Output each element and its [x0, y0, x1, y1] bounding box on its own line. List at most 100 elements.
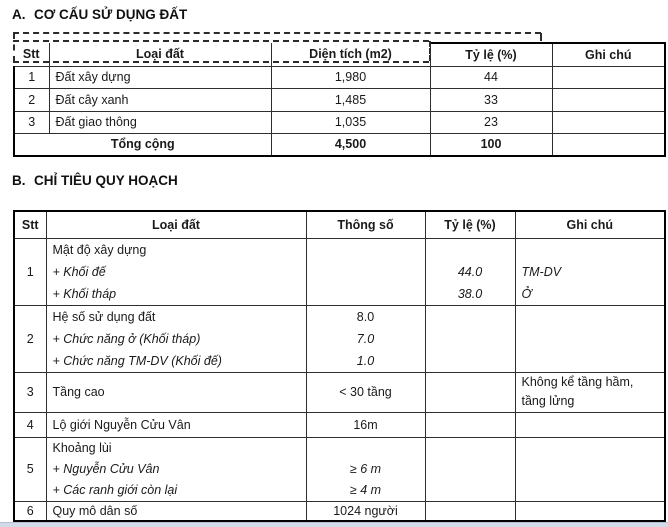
loai-dat-line: Khoảng lùi: [52, 440, 112, 455]
section-a-heading: CƠ CẤU SỬ DỤNG ĐẤT: [34, 7, 188, 22]
stt-cell: 2: [13, 304, 47, 373]
header-ghi-chu: Ghi chú: [514, 210, 666, 239]
table-row-header: Stt Loại đất Diện tích (m2) Tỷ lệ (%) Gh…: [14, 42, 666, 67]
loai-dat-cell: Khoảng lùi + Nguyễn Cửu Vân + Các ranh g…: [45, 436, 307, 502]
ghi-chu-cell: TM-DV Ở: [514, 237, 666, 306]
loai-dat-line: + Khối tháp: [52, 286, 117, 301]
thong-so-line: 8.0: [356, 309, 375, 324]
header-ty-le: Tỷ lệ (%): [429, 42, 553, 67]
stt-cell: 3: [13, 371, 47, 413]
land-use-table: Stt Loại đất Diện tích (m2) Tỷ lệ (%) Gh…: [13, 42, 666, 157]
table-row: 4 Lộ giới Nguyễn Cửu Vân 16m: [13, 411, 666, 438]
ty-le-cell: [424, 304, 516, 373]
total-label-cell: Tổng cộng: [13, 132, 272, 157]
stt-cell: 3: [13, 110, 50, 134]
stt-cell: 4: [13, 411, 47, 438]
header-ty-le: Tỷ lệ (%): [424, 210, 516, 239]
copy-marquee-mid-line: [13, 40, 429, 42]
stt-cell: 1: [13, 237, 47, 306]
table-row: 1 Mật độ xây dựng + Khối đế + Khối tháp …: [13, 237, 666, 306]
thong-so-cell: ≥ 6 m ≥ 4 m: [305, 436, 426, 502]
ghi-chu-cell: [514, 304, 666, 373]
thong-so-cell: [305, 237, 426, 306]
ty-le-cell: [424, 500, 516, 522]
copy-marquee-bottom-line: [13, 61, 429, 63]
section-b-heading: CHỈ TIÊU QUY HOẠCH: [34, 173, 178, 188]
header-loai-dat: Loại đất: [45, 210, 307, 239]
thong-so-line: ≥ 6 m: [349, 461, 382, 476]
ty-le-cell: 23: [429, 110, 553, 134]
thong-so-line: ≥ 4 m: [349, 482, 382, 497]
loai-dat-cell: Đất giao thông: [48, 110, 272, 134]
thong-so-line: 7.0: [356, 331, 375, 346]
table-row: 3 Tầng cao < 30 tầng Không kể tầng hầm, …: [13, 371, 666, 413]
thong-so-cell: 16m: [305, 411, 426, 438]
section-b-label: B.: [12, 173, 26, 188]
ty-le-cell: [424, 436, 516, 502]
dien-tich-cell: 1,035: [270, 110, 431, 134]
table-row: 5 Khoảng lùi + Nguyễn Cửu Vân + Các ranh…: [13, 436, 666, 502]
copy-marquee-left-edge: [13, 33, 15, 62]
dien-tich-cell: 1,980: [270, 65, 431, 89]
table-row: 1 Đất xây dựng 1,980 44: [13, 65, 666, 89]
loai-dat-line: Mật độ xây dựng: [52, 242, 147, 257]
loai-dat-line: + Các ranh giới còn lại: [52, 482, 178, 497]
copy-marquee-right-edge-outer: [540, 33, 542, 41]
loai-dat-cell: Lộ giới Nguyễn Cửu Vân: [45, 411, 307, 438]
ghi-chu-line: TM-DV: [521, 264, 562, 279]
ghi-chu-cell: [551, 87, 666, 112]
thong-so-line: 1.0: [356, 353, 375, 368]
ty-le-cell: [424, 371, 516, 413]
loai-dat-cell: Hệ số sử dụng đất + Chức năng ở (Khối th…: [45, 304, 307, 373]
stt-cell: 6: [13, 500, 47, 522]
copy-marquee-top-line: [13, 32, 541, 34]
loai-dat-cell: Quy mô dân số: [45, 500, 307, 522]
ghi-chu-line: Ở: [521, 286, 532, 301]
table-row: 2 Hệ số sử dụng đất + Chức năng ở (Khối …: [13, 304, 666, 373]
dien-tich-cell: 1,485: [270, 87, 431, 112]
thong-so-cell: 1024 người: [305, 500, 426, 522]
loai-dat-line: + Chức năng TM-DV (Khối đế): [52, 353, 222, 368]
ghi-chu-cell: [514, 436, 666, 502]
stt-cell: 2: [13, 87, 50, 112]
ghi-chu-cell: [514, 500, 666, 522]
ghi-chu-cell: [514, 411, 666, 438]
stt-cell: 5: [13, 436, 47, 502]
loai-dat-cell: Đất cây xanh: [48, 87, 272, 112]
ty-le-cell: 44: [429, 65, 553, 89]
ghi-chu-cell: [551, 65, 666, 89]
loai-dat-cell: Tầng cao: [45, 371, 307, 413]
copy-marquee-right-edge-inner: [429, 41, 431, 61]
loai-dat-cell: Đất xây dựng: [48, 65, 272, 89]
ty-le-line: 44.0: [457, 264, 483, 279]
loai-dat-line: Hệ số sử dụng đất: [52, 309, 156, 324]
ghi-chu-cell: [551, 110, 666, 134]
header-thong-so: Thông số: [305, 210, 426, 239]
ty-le-line: 38.0: [457, 286, 483, 301]
partial-row-highlight-strip: [0, 522, 668, 527]
header-dien-tich: Diện tích (m2): [270, 43, 431, 67]
ty-le-line: [430, 239, 511, 261]
ty-le-cell: [424, 411, 516, 438]
table-row: 6 Quy mô dân số 1024 người: [13, 500, 666, 522]
header-stt: Stt: [13, 210, 47, 239]
section-a-title: A. CƠ CẤU SỬ DỤNG ĐẤT: [12, 7, 187, 22]
ghi-chu-cell: Không kể tầng hầm, tầng lửng: [514, 371, 666, 413]
thong-so-line: [311, 438, 421, 459]
planning-targets-table: Stt Loại đất Thông số Tỷ lệ (%) Ghi chú …: [13, 210, 666, 522]
ghi-chu-line: [522, 239, 661, 261]
section-b-title: B. CHỈ TIÊU QUY HOẠCH: [12, 173, 178, 188]
thong-so-cell: < 30 tầng: [305, 371, 426, 413]
total-dien-tich-cell: 4,500: [270, 132, 431, 157]
loai-dat-line: + Chức năng ở (Khối tháp): [52, 331, 201, 346]
thong-so-cell: 8.0 7.0 1.0: [305, 304, 426, 373]
table-row-total: Tổng cộng 4,500 100: [13, 132, 666, 157]
table-row-header: Stt Loại đất Thông số Tỷ lệ (%) Ghi chú: [13, 210, 666, 239]
table-row: 3 Đất giao thông 1,035 23: [13, 110, 666, 134]
ghi-chu-cell: [551, 132, 666, 157]
loai-dat-cell: Mật độ xây dựng + Khối đế + Khối tháp: [45, 237, 307, 306]
header-ghi-chu: Ghi chú: [551, 42, 666, 67]
loai-dat-line: + Khối đế: [52, 264, 106, 279]
table-row: 2 Đất cây xanh 1,485 33: [13, 87, 666, 112]
